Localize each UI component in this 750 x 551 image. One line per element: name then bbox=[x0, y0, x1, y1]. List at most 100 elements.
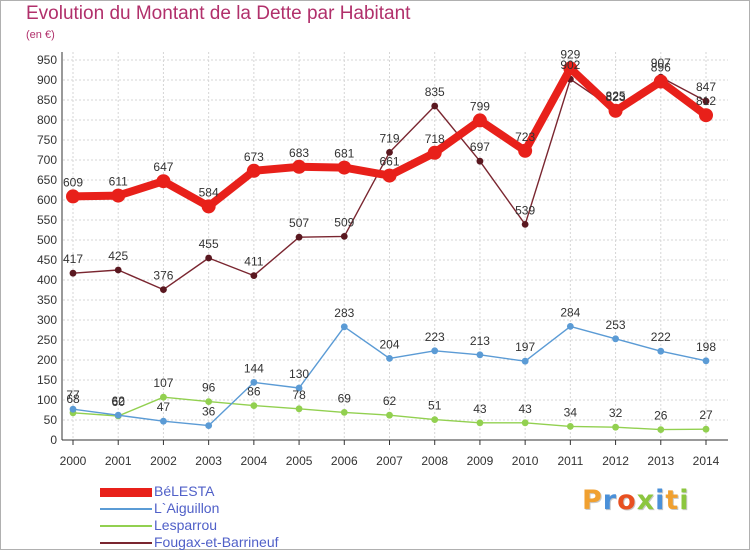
data-point-l-aiguillon bbox=[657, 347, 665, 355]
data-point-b-lesta bbox=[156, 174, 171, 189]
data-label-b-lesta: 661 bbox=[379, 155, 399, 169]
data-labels: 68 60 107 96 86 78 69 62 51 43 43 34 32 26 27 77 62 47 36 1… bbox=[63, 47, 716, 422]
data-label-fougax-et-barrineuf: 425 bbox=[108, 249, 128, 263]
x-tick-label: 2000 bbox=[60, 454, 87, 468]
data-label-b-lesta: 812 bbox=[696, 94, 716, 108]
x-tick-label: 2003 bbox=[195, 454, 222, 468]
data-point-lesparrou bbox=[521, 419, 529, 427]
data-label-l-aiguillon: 283 bbox=[334, 306, 354, 320]
y-tick-label: 600 bbox=[37, 193, 57, 207]
data-label-l-aiguillon: 284 bbox=[560, 305, 580, 319]
legend-label: Lesparrou bbox=[154, 517, 218, 533]
data-point-l-aiguillon bbox=[160, 417, 167, 425]
y-tick-label: 750 bbox=[37, 133, 57, 147]
legend-item: Fougax-et-Barrineuf bbox=[100, 534, 360, 551]
data-point-fougax-et-barrineuf bbox=[431, 102, 439, 110]
data-label-lesparrou: 43 bbox=[473, 402, 487, 416]
x-tick-label: 2007 bbox=[376, 454, 403, 468]
data-label-lesparrou: 86 bbox=[247, 385, 261, 399]
y-tick-label: 850 bbox=[37, 93, 57, 107]
legend-label: Fougax-et-Barrineuf bbox=[154, 534, 279, 550]
x-tick-label: 2006 bbox=[331, 454, 358, 468]
data-point-b-lesta bbox=[699, 108, 713, 123]
y-tick-label: 250 bbox=[37, 333, 57, 347]
y-tick-label: 550 bbox=[37, 213, 57, 227]
legend-item: L`Aiguillon bbox=[100, 500, 360, 517]
data-point-lesparrou bbox=[431, 416, 439, 423]
data-label-lesparrou: 107 bbox=[153, 376, 173, 390]
data-point-fougax-et-barrineuf bbox=[386, 149, 393, 156]
data-label-b-lesta: 609 bbox=[63, 175, 83, 189]
data-point-l-aiguillon bbox=[566, 323, 574, 330]
y-tick-label: 50 bbox=[44, 413, 58, 427]
logo-letter: i bbox=[655, 485, 666, 516]
legend-swatch bbox=[100, 525, 152, 527]
x-tick-label: 2013 bbox=[647, 454, 674, 468]
y-tick-label: 0 bbox=[50, 433, 57, 447]
data-point-fougax-et-barrineuf bbox=[69, 269, 77, 277]
data-label-b-lesta: 647 bbox=[153, 160, 173, 174]
data-point-lesparrou bbox=[657, 426, 665, 433]
data-label-fougax-et-barrineuf: 847 bbox=[696, 80, 716, 94]
data-point-l-aiguillon bbox=[295, 384, 303, 392]
data-label-fougax-et-barrineuf: 835 bbox=[425, 85, 445, 99]
data-label-lesparrou: 51 bbox=[428, 399, 442, 413]
data-label-l-aiguillon: 253 bbox=[606, 318, 626, 332]
y-tick-label: 500 bbox=[37, 233, 57, 247]
data-point-l-aiguillon bbox=[702, 357, 710, 365]
data-label-b-lesta: 896 bbox=[651, 61, 671, 75]
x-tick-label: 2008 bbox=[421, 454, 448, 468]
data-label-lesparrou: 27 bbox=[699, 408, 713, 422]
data-label-l-aiguillon: 197 bbox=[515, 340, 535, 354]
data-point-fougax-et-barrineuf bbox=[250, 272, 258, 279]
legend-label: L`Aiguillon bbox=[154, 500, 220, 516]
data-point-l-aiguillon bbox=[205, 422, 213, 429]
data-label-l-aiguillon: 36 bbox=[202, 405, 216, 419]
data-point-fougax-et-barrineuf bbox=[160, 286, 167, 293]
data-point-b-lesta bbox=[201, 199, 216, 214]
data-point-b-lesta bbox=[427, 145, 442, 160]
data-point-b-lesta bbox=[563, 61, 578, 76]
logo-letter: t bbox=[665, 485, 680, 516]
data-label-l-aiguillon: 62 bbox=[112, 394, 126, 408]
data-point-l-aiguillon bbox=[250, 379, 258, 386]
data-point-lesparrou bbox=[386, 411, 393, 419]
data-point-b-lesta bbox=[66, 189, 80, 204]
data-point-lesparrou bbox=[160, 393, 167, 401]
data-point-b-lesta bbox=[472, 113, 487, 128]
data-point-lesparrou bbox=[205, 398, 213, 405]
series-lines bbox=[66, 61, 713, 433]
x-tick-label: 2009 bbox=[467, 454, 494, 468]
data-label-l-aiguillon: 47 bbox=[157, 400, 171, 414]
data-label-fougax-et-barrineuf: 507 bbox=[289, 216, 309, 230]
data-label-b-lesta: 611 bbox=[109, 175, 128, 189]
data-label-lesparrou: 43 bbox=[518, 402, 532, 416]
data-label-l-aiguillon: 204 bbox=[379, 337, 399, 351]
data-label-b-lesta: 681 bbox=[334, 147, 354, 161]
data-point-lesparrou bbox=[702, 425, 710, 433]
data-point-fougax-et-barrineuf bbox=[340, 233, 348, 240]
data-label-lesparrou: 62 bbox=[383, 394, 397, 408]
data-point-b-lesta bbox=[246, 163, 261, 178]
data-label-lesparrou: 32 bbox=[609, 406, 623, 420]
chart-subtitle: (en €) bbox=[26, 29, 55, 41]
x-tick-label: 2004 bbox=[241, 454, 268, 468]
data-point-b-lesta bbox=[292, 159, 307, 174]
data-point-lesparrou bbox=[476, 419, 484, 427]
data-point-b-lesta bbox=[608, 103, 623, 118]
data-label-l-aiguillon: 222 bbox=[651, 330, 671, 344]
data-point-fougax-et-barrineuf bbox=[114, 266, 122, 274]
data-point-b-lesta bbox=[111, 188, 126, 203]
data-label-lesparrou: 96 bbox=[202, 381, 216, 395]
y-tick-label: 950 bbox=[37, 53, 57, 67]
data-label-fougax-et-barrineuf: 455 bbox=[199, 237, 219, 251]
legend-label: BéLESTA bbox=[154, 483, 215, 499]
data-point-l-aiguillon bbox=[114, 411, 122, 419]
data-label-b-lesta: 799 bbox=[470, 99, 490, 113]
data-point-fougax-et-barrineuf bbox=[295, 233, 303, 241]
data-point-lesparrou bbox=[612, 423, 619, 431]
x-tick-label: 2001 bbox=[105, 454, 132, 468]
data-label-lesparrou: 78 bbox=[292, 388, 306, 402]
data-label-b-lesta: 929 bbox=[560, 47, 580, 61]
